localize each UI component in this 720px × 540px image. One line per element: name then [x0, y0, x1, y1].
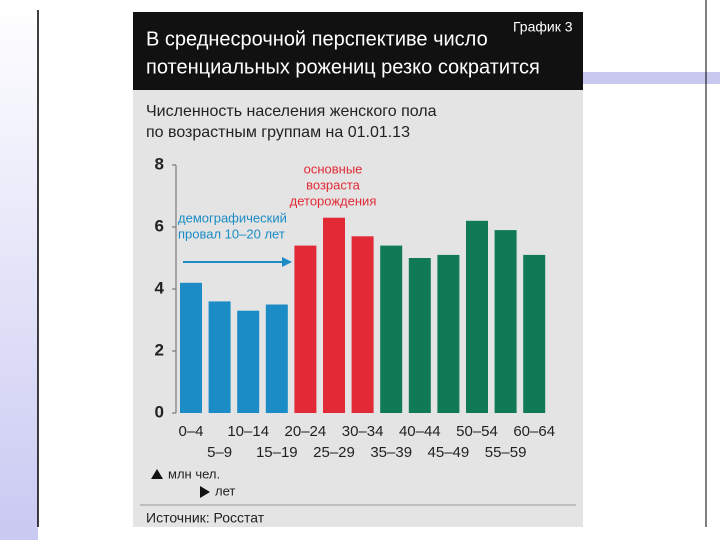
bar	[294, 245, 317, 413]
legend-symbol	[151, 469, 163, 479]
bar	[523, 254, 546, 413]
annotation: деторождения	[290, 193, 377, 208]
x-tick-label: 50–54	[456, 423, 498, 440]
bar	[208, 301, 231, 413]
x-tick-label: 45–49	[428, 444, 470, 461]
bar	[466, 220, 488, 413]
x-tick-label: 0–4	[178, 423, 203, 440]
bar	[380, 245, 403, 413]
bar	[351, 236, 374, 413]
y-unit: млн чел.	[168, 466, 220, 481]
x-tick-label: 25–29	[313, 444, 355, 461]
y-tick-label: 0	[155, 402, 164, 421]
bar	[180, 282, 202, 413]
x-tick-label: 5–9	[207, 444, 232, 461]
legend-symbol	[200, 486, 210, 498]
bar	[494, 230, 517, 413]
source: Источник: Росстат	[146, 510, 265, 526]
x-tick-label: 35–39	[370, 444, 412, 461]
x-tick-label: 60–64	[513, 423, 555, 440]
x-tick-label: 10–14	[227, 423, 269, 440]
annotation: демографический	[178, 210, 287, 225]
x-unit: лет	[215, 483, 235, 498]
y-tick-label: 8	[155, 154, 164, 173]
y-tick-label: 2	[155, 340, 164, 359]
bar	[237, 310, 260, 413]
x-tick-label: 15–19	[256, 444, 298, 461]
chart-title: В среднесрочной перспективе число	[146, 28, 488, 50]
x-tick-label: 20–24	[285, 423, 327, 440]
chart-title: потенциальных рожениц резко сократится	[146, 56, 540, 78]
annotation: возраста	[306, 177, 361, 192]
x-tick-label: 55–59	[485, 444, 527, 461]
slide-gradient	[0, 0, 38, 540]
bar	[408, 258, 431, 413]
x-tick-label: 30–34	[342, 423, 384, 440]
slide-bar	[583, 72, 720, 84]
y-tick-label: 6	[155, 216, 164, 235]
chart-label: График 3	[513, 19, 573, 35]
x-tick-label: 40–44	[399, 423, 441, 440]
bar	[323, 217, 345, 413]
annotation: основные	[304, 161, 363, 176]
annotation-arrowhead	[282, 257, 292, 267]
bar	[437, 254, 460, 413]
chart-header	[133, 12, 583, 90]
annotation: провал 10–20 лет	[178, 226, 285, 241]
chart-subtitle: Численность населения женского пола	[146, 103, 437, 120]
bar	[265, 304, 288, 413]
chart-subtitle: по возрастным группам на 01.01.13	[146, 124, 410, 141]
y-tick-label: 4	[155, 278, 165, 297]
